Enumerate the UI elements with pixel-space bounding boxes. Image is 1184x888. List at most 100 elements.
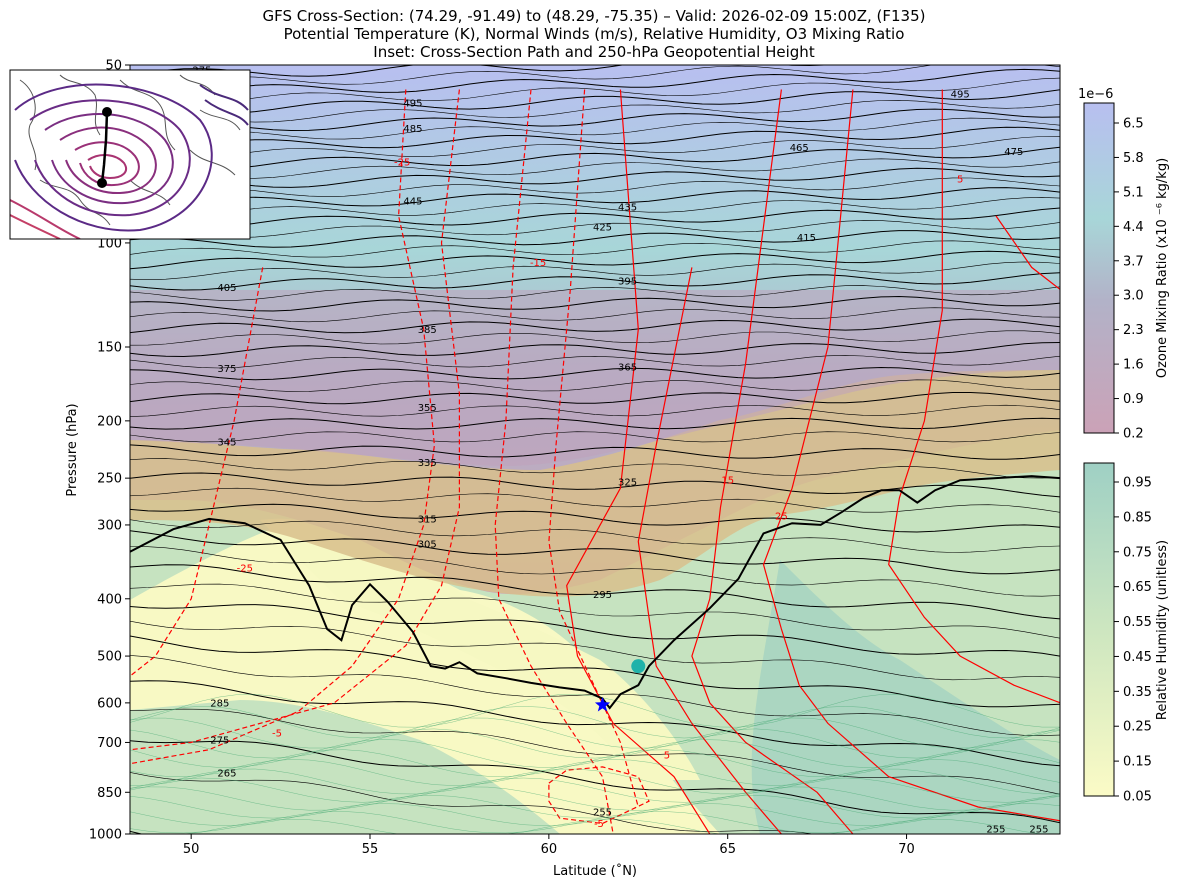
theta-contour-line <box>130 392 1060 405</box>
theta-contour-line <box>130 564 1060 620</box>
colorbar-tick-label: 0.25 <box>1123 720 1152 735</box>
x-tick-label: 55 <box>362 842 379 857</box>
colorbar-tick-label: 0.9 <box>1123 392 1144 407</box>
rh-contour-line <box>130 777 1060 803</box>
theta-contour-line <box>130 604 1060 657</box>
theta-label: 295 <box>593 590 612 601</box>
x-tick-label: 70 <box>898 842 915 857</box>
theta-label: 415 <box>797 233 816 244</box>
x-axis-label: Latitude (˚N) <box>553 863 637 879</box>
theta-label: 275 <box>210 735 229 746</box>
theta-contour-line <box>130 136 1060 162</box>
theta-contours <box>130 65 1060 834</box>
theta-contour-line <box>130 318 1060 334</box>
theta-contour-line <box>130 158 1060 179</box>
theta-label: 405 <box>217 283 236 294</box>
theta-contour-line <box>130 444 1060 460</box>
theta-label: 255 <box>986 824 1005 835</box>
wind-label: 5 <box>664 750 670 761</box>
y-tick-label: 100 <box>97 236 122 251</box>
title-line-1: GFS Cross-Section: (74.29, -91.49) to (4… <box>263 7 926 25</box>
theta-contour-line <box>130 379 1060 392</box>
theta-label: 285 <box>210 698 229 709</box>
wind-label: 15 <box>721 476 734 487</box>
theta-label: 445 <box>403 197 422 208</box>
ozone-colorbar-label: Ozone Mixing Ratio (x10 ⁻⁶ kg/kg) <box>1155 158 1170 378</box>
theta-label: 365 <box>618 362 637 373</box>
theta-contour-line <box>130 230 1060 248</box>
x-tick-label: 65 <box>719 842 736 857</box>
theta-contour-line <box>130 366 1060 381</box>
rh-contour-line <box>130 811 1060 834</box>
wind-label: -5 <box>594 819 604 830</box>
title-line-2: Potential Temperature (K), Normal Winds … <box>284 25 905 43</box>
rh-colorbar: 0.95 0.85 0.75 0.65 0.55 0.45 0.35 0.25 0.15 0.05… <box>1083 462 1170 805</box>
title-line-3: Inset: Cross-Section Path and 250-hPa Ge… <box>373 43 815 61</box>
wind-label: -15 <box>530 258 546 269</box>
theta-contour-line <box>130 546 1060 597</box>
plot-frame <box>129 64 1061 835</box>
wind-contour-line <box>130 267 264 677</box>
x-tick-label: 60 <box>541 842 558 857</box>
rh-thin-contours <box>130 694 1060 834</box>
ozone-colorbar-bar <box>1083 102 1115 434</box>
colorbar-tick-label: 0.2 <box>1123 427 1144 442</box>
theta-contour-line <box>130 99 1060 123</box>
theta-contour-line <box>130 330 1060 346</box>
theta-contour-line <box>130 530 1060 575</box>
colorbar-tick-label: 0.85 <box>1123 510 1152 525</box>
dry-tongue-region <box>130 520 720 834</box>
ozone-colorbar: 1e−6 6.5 5.8 5.1 4.4 3.7 3.0 2.3 1.6 0.9 0.2 Ozon… <box>1078 87 1170 442</box>
ozone-transition-band <box>130 370 1060 597</box>
theta-label: 315 <box>418 514 437 525</box>
theta-contour-line <box>130 77 1060 106</box>
plot-area: 495 485 495 475 465 445 435 425 415 405 395 385 375 3… <box>130 65 1060 835</box>
y-tick-label: 400 <box>97 592 122 607</box>
wind-contour-line <box>762 89 1060 822</box>
theta-contour-line <box>130 708 1060 795</box>
theta-contour-line <box>130 772 815 834</box>
inset-cross-section-path <box>100 111 109 184</box>
inset-frame <box>9 69 251 240</box>
theta-label: 375 <box>217 364 236 375</box>
colorbar-tick-label: 0.95 <box>1123 476 1152 491</box>
rh-contour-line <box>130 717 1060 749</box>
wind-label: -25 <box>237 564 253 575</box>
colorbar-tick-label: 6.5 <box>1123 117 1144 132</box>
rh-contour-line <box>130 706 1060 739</box>
wind-contour-line <box>548 89 639 808</box>
inset-map <box>9 69 251 240</box>
y-axis-label: Pressure (hPa) <box>65 403 80 496</box>
ozone-colorbar-exponent: 1e−6 <box>1078 87 1113 102</box>
rh-contour-line <box>130 728 1060 759</box>
theta-contour-line <box>130 680 1060 767</box>
y-tick-label: 700 <box>97 736 122 751</box>
theta-contour-line <box>130 487 1060 513</box>
chart-title: GFS Cross-Section: (74.29, -91.49) to (4… <box>263 7 926 61</box>
theta-label: 475 <box>1004 147 1023 158</box>
y-tick-label: 200 <box>97 414 122 429</box>
theta-contour-line <box>130 220 1060 238</box>
theta-contour-line <box>130 65 832 77</box>
colorbar-tick-label: 0.55 <box>1123 615 1152 630</box>
theta-contour-line <box>130 167 1060 188</box>
theta-contour-line <box>130 68 1060 98</box>
x-axis: 50 55 60 65 70 <box>183 834 915 857</box>
rh-contour-line <box>130 803 1060 826</box>
rh-contour-line <box>130 739 1060 768</box>
theta-contour-line <box>130 458 1060 479</box>
colorbar-tick-label: 0.45 <box>1123 650 1152 665</box>
theta-contour-line <box>130 240 1060 258</box>
mixing-point-marker <box>631 659 646 674</box>
wind-contour-line <box>995 215 1060 291</box>
rh-colorbar-ticks: 0.95 0.85 0.75 0.65 0.55 0.45 0.35 0.25 0.15 0.05 <box>1114 476 1152 805</box>
colorbar-tick-label: 4.4 <box>1123 220 1144 235</box>
theta-contour-line <box>130 207 1060 229</box>
theta-label: 385 <box>418 325 437 336</box>
theta-contour-line <box>130 404 1060 417</box>
theta-contour-line <box>130 65 1060 89</box>
ozone-colorbar-ticks: 6.5 5.8 5.1 4.4 3.7 3.0 2.3 1.6 0.9 0.2 <box>1114 117 1144 442</box>
theta-contour-line <box>130 620 1060 681</box>
